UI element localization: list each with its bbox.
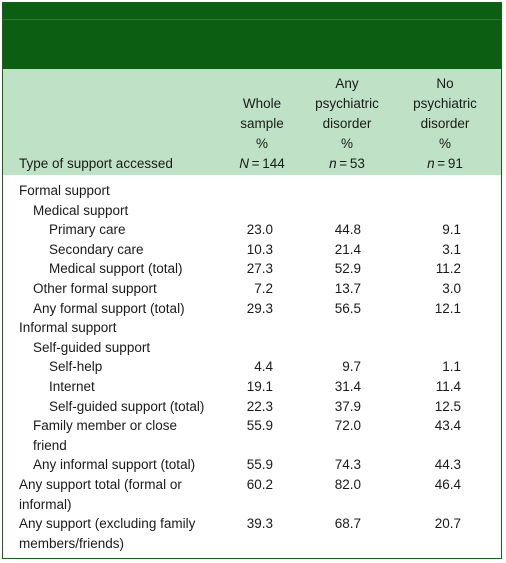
cell-value: 11.2 (435, 261, 461, 277)
cell-value: 37.9 (334, 398, 361, 414)
cell-value: 68.7 (334, 516, 361, 532)
cell-value: 52.9 (334, 261, 361, 277)
row-label: Formal support (19, 181, 110, 201)
col-header-any-disorder: Any psychiatric disorder % n = 53 (315, 76, 379, 171)
cell-value: 21.4 (334, 241, 361, 257)
title-bar (3, 3, 501, 69)
row-label: Medical support (total) (49, 259, 183, 279)
row-label-line: Primary care (49, 222, 126, 238)
cell-value: 20.7 (434, 516, 461, 532)
row-label-line: Medical support (total) (49, 261, 183, 277)
cell-value: 11.4 (435, 379, 461, 394)
row-label-line: Internet (49, 379, 95, 394)
cell-value: 56.5 (334, 300, 361, 316)
row-label-line: informal) (19, 496, 72, 512)
cell-value: 44.8 (334, 222, 361, 238)
cell-value: 4.4 (254, 359, 273, 375)
row-label: Any support (excluding family members/fri… (19, 514, 195, 553)
row-label-line: Any informal support (total) (33, 457, 196, 473)
row-label: Self-help (49, 357, 102, 377)
cell-value: 55.9 (246, 418, 273, 434)
cell-value: 3.1 (442, 241, 461, 257)
row-label-line: Any support (excluding family (19, 516, 196, 532)
row-label-line: friend (33, 437, 67, 453)
cell-value: 12.5 (434, 398, 461, 414)
cell-value: 19.1 (246, 379, 273, 394)
cell-value: 60.2 (246, 477, 273, 492)
row-label: Medical support (33, 201, 128, 221)
cell-value: 44.3 (434, 457, 461, 473)
col-header-type: Type of support accessed (19, 156, 173, 171)
cell-value: 3.0 (442, 281, 461, 296)
row-label-line: Any support total (formal or (19, 477, 182, 492)
cell-value: 29.3 (246, 300, 273, 316)
table-frame: Whole sample % N = 144 Any psychiatric d… (2, 2, 502, 559)
row-label-line: Other formal support (33, 281, 157, 296)
row-label-line: Secondary care (49, 241, 144, 257)
row-label: Self-guided support (33, 338, 150, 358)
row-label: Any support total (formal or informal) (19, 475, 182, 514)
cell-value: 13.7 (334, 281, 361, 296)
cell-value: 10.3 (246, 241, 273, 257)
row-label-line: Any formal support (total) (33, 300, 185, 316)
cell-value: 23.0 (246, 222, 273, 238)
row-label-line: members/friends) (19, 535, 125, 551)
cell-value: 74.3 (334, 457, 361, 473)
cell-value: 72.0 (334, 418, 361, 434)
row-label: Self-guided support (total) (49, 397, 204, 417)
cell-value: 12.1 (434, 300, 461, 316)
col-header-whole-sample: Whole sample % N = 144 (239, 96, 285, 171)
cell-value: 39.3 (246, 516, 273, 532)
cell-value: 22.3 (246, 398, 273, 414)
row-label: Primary care (49, 220, 126, 240)
row-label: Family member or close friend (33, 416, 177, 455)
row-label: Any formal support (total) (33, 299, 185, 319)
cell-value: 27.3 (246, 261, 273, 277)
cell-value: 9.7 (342, 359, 361, 375)
row-label-line: Formal support (19, 183, 110, 198)
row-label-line: Self-guided support (total) (49, 398, 205, 414)
row-label: Any informal support (total) (33, 455, 195, 475)
row-label: Internet (49, 377, 95, 397)
cell-value: 43.4 (434, 418, 461, 434)
row-label: Secondary care (49, 240, 144, 260)
cell-value: 55.9 (246, 457, 273, 473)
row-label-line: Medical support (33, 202, 129, 218)
cell-value: 31.4 (334, 379, 361, 394)
table-header: Whole sample % N = 144 Any psychiatric d… (3, 69, 501, 175)
row-label-line: Family member or close (33, 418, 178, 434)
cell-value: 1.1 (442, 359, 461, 375)
col-header-no-disorder: No psychiatric disorder % n = 91 (413, 76, 477, 171)
cell-value: 7.2 (254, 281, 273, 296)
row-label-line: Informal support (19, 320, 117, 336)
title-bar-stripe (3, 19, 501, 20)
cell-value: 82.0 (334, 477, 361, 492)
cell-value: 46.4 (434, 477, 461, 492)
row-label: Informal support (19, 318, 117, 338)
row-label: Other formal support (33, 279, 157, 299)
row-label-line: Self-guided support (33, 339, 151, 355)
row-label-line: Self-help (49, 359, 103, 375)
cell-value: 9.1 (442, 222, 461, 238)
